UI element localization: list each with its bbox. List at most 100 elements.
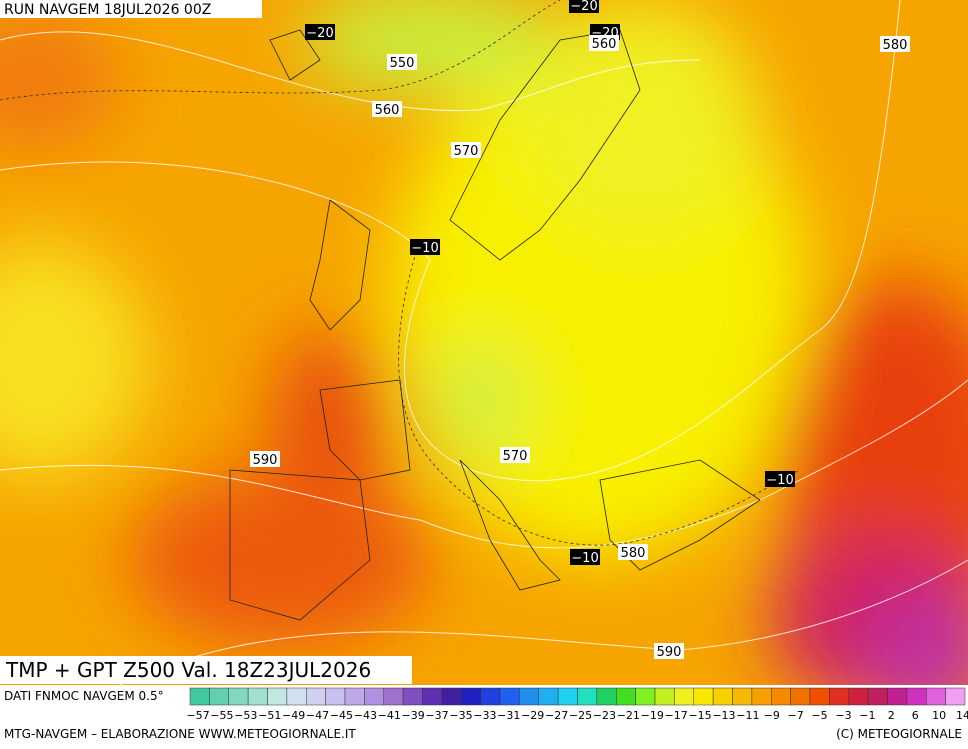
colorbar-label: −55 bbox=[210, 709, 233, 722]
contour-label: 550 bbox=[390, 56, 415, 71]
color-swatch bbox=[577, 687, 598, 706]
color-swatch bbox=[809, 687, 830, 706]
colorbar-label: −31 bbox=[497, 709, 520, 722]
colorbar-label: −25 bbox=[569, 709, 592, 722]
color-swatch bbox=[887, 687, 908, 706]
color-swatch bbox=[383, 687, 404, 706]
label-box bbox=[387, 54, 417, 70]
color-swatch bbox=[189, 687, 210, 706]
color-swatch bbox=[771, 687, 791, 706]
colorbar-label: −47 bbox=[306, 709, 329, 722]
title-box bbox=[0, 656, 412, 684]
colorbar-label: −37 bbox=[425, 709, 448, 722]
color-swatch bbox=[693, 687, 714, 706]
color-swatch bbox=[247, 687, 268, 706]
label-box bbox=[500, 447, 530, 463]
color-swatch bbox=[422, 687, 443, 706]
color-swatch bbox=[344, 687, 365, 706]
run-label: RUN NAVGEM 18JUL2026 00Z bbox=[4, 2, 211, 18]
label-box bbox=[570, 549, 600, 565]
label-box bbox=[372, 101, 402, 117]
color-swatch bbox=[364, 687, 384, 706]
contour-label: 570 bbox=[503, 449, 528, 464]
contour-label: −10 bbox=[571, 551, 598, 566]
colorbar-label: −57 bbox=[186, 709, 209, 722]
contour-label: −10 bbox=[411, 241, 438, 256]
label-box bbox=[569, 0, 599, 13]
color-swatch bbox=[712, 687, 733, 706]
colorbar-label: −27 bbox=[545, 709, 568, 722]
label-box bbox=[410, 239, 440, 255]
colorbar-label: −19 bbox=[641, 709, 664, 722]
contour-label: −10 bbox=[766, 473, 793, 488]
label-box bbox=[618, 544, 648, 560]
colorbar-label: −51 bbox=[258, 709, 281, 722]
colorbar-label: −39 bbox=[402, 709, 425, 722]
contour-label: −20 bbox=[306, 26, 333, 41]
color-swatch bbox=[635, 687, 656, 706]
colorbar-label: −49 bbox=[282, 709, 305, 722]
map-title: TMP + GPT Z500 Val. 18Z23JUL2026 bbox=[5, 658, 371, 682]
label-box bbox=[451, 142, 481, 158]
coastlines bbox=[229, 29, 761, 621]
colorbar-label: −5 bbox=[811, 709, 827, 722]
contour-label: −20 bbox=[570, 0, 597, 14]
colorbar-label: −7 bbox=[788, 709, 804, 722]
color-swatch bbox=[906, 687, 927, 706]
color-swatch bbox=[557, 687, 578, 706]
label-box bbox=[654, 643, 684, 659]
label-box bbox=[305, 24, 335, 40]
color-swatch bbox=[751, 687, 772, 706]
contour-label: 560 bbox=[592, 37, 617, 52]
label-box bbox=[765, 471, 795, 487]
colorbar-label: −35 bbox=[449, 709, 472, 722]
contour-label: 580 bbox=[621, 546, 646, 561]
color-swatch bbox=[654, 687, 675, 706]
colorbar-label: −29 bbox=[521, 709, 544, 722]
color-swatch bbox=[829, 687, 849, 706]
color-swatch bbox=[790, 687, 811, 706]
colorbar-label: −53 bbox=[234, 709, 257, 722]
colorbar-label: −41 bbox=[378, 709, 401, 722]
colorbar-label: −3 bbox=[835, 709, 851, 722]
color-swatch bbox=[616, 687, 636, 706]
color-swatch bbox=[461, 687, 481, 706]
colorbar-label: 10 bbox=[932, 709, 946, 722]
color-swatch bbox=[945, 687, 966, 706]
colorbar-label: −1 bbox=[859, 709, 875, 722]
footer-left: MTG-NAVGEM – ELABORAZIONE WWW.METEOGIORN… bbox=[4, 727, 356, 741]
colorbar-label: 6 bbox=[912, 709, 919, 722]
color-swatch bbox=[402, 687, 423, 706]
color-swatch bbox=[538, 687, 559, 706]
contour-label: 580 bbox=[883, 38, 908, 53]
contour-label: 590 bbox=[657, 645, 682, 660]
footer-right: (C) METEOGIORNALE bbox=[836, 727, 962, 741]
color-swatch bbox=[286, 687, 307, 706]
colorbar-label: 14 bbox=[956, 709, 968, 722]
colorbar-label: −11 bbox=[736, 709, 759, 722]
colorbar-label: −17 bbox=[665, 709, 688, 722]
color-swatch bbox=[209, 687, 229, 706]
color-swatch bbox=[519, 687, 539, 706]
colorbar-label: −43 bbox=[354, 709, 377, 722]
color-swatch bbox=[848, 687, 869, 706]
color-swatch bbox=[596, 687, 617, 706]
label-box bbox=[589, 35, 619, 51]
contours bbox=[0, 0, 968, 685]
contour-label: 590 bbox=[253, 453, 278, 468]
color-swatch bbox=[441, 687, 462, 706]
colorbar-label: −33 bbox=[473, 709, 496, 722]
run-box bbox=[0, 0, 262, 18]
color-swatch bbox=[325, 687, 346, 706]
color-swatch bbox=[480, 687, 501, 706]
color-swatch bbox=[267, 687, 288, 706]
label-box bbox=[250, 451, 280, 467]
color-swatch bbox=[674, 687, 694, 706]
color-swatch bbox=[732, 687, 753, 706]
color-swatch bbox=[228, 687, 249, 706]
color-swatch bbox=[926, 687, 946, 706]
label-box bbox=[880, 36, 910, 52]
